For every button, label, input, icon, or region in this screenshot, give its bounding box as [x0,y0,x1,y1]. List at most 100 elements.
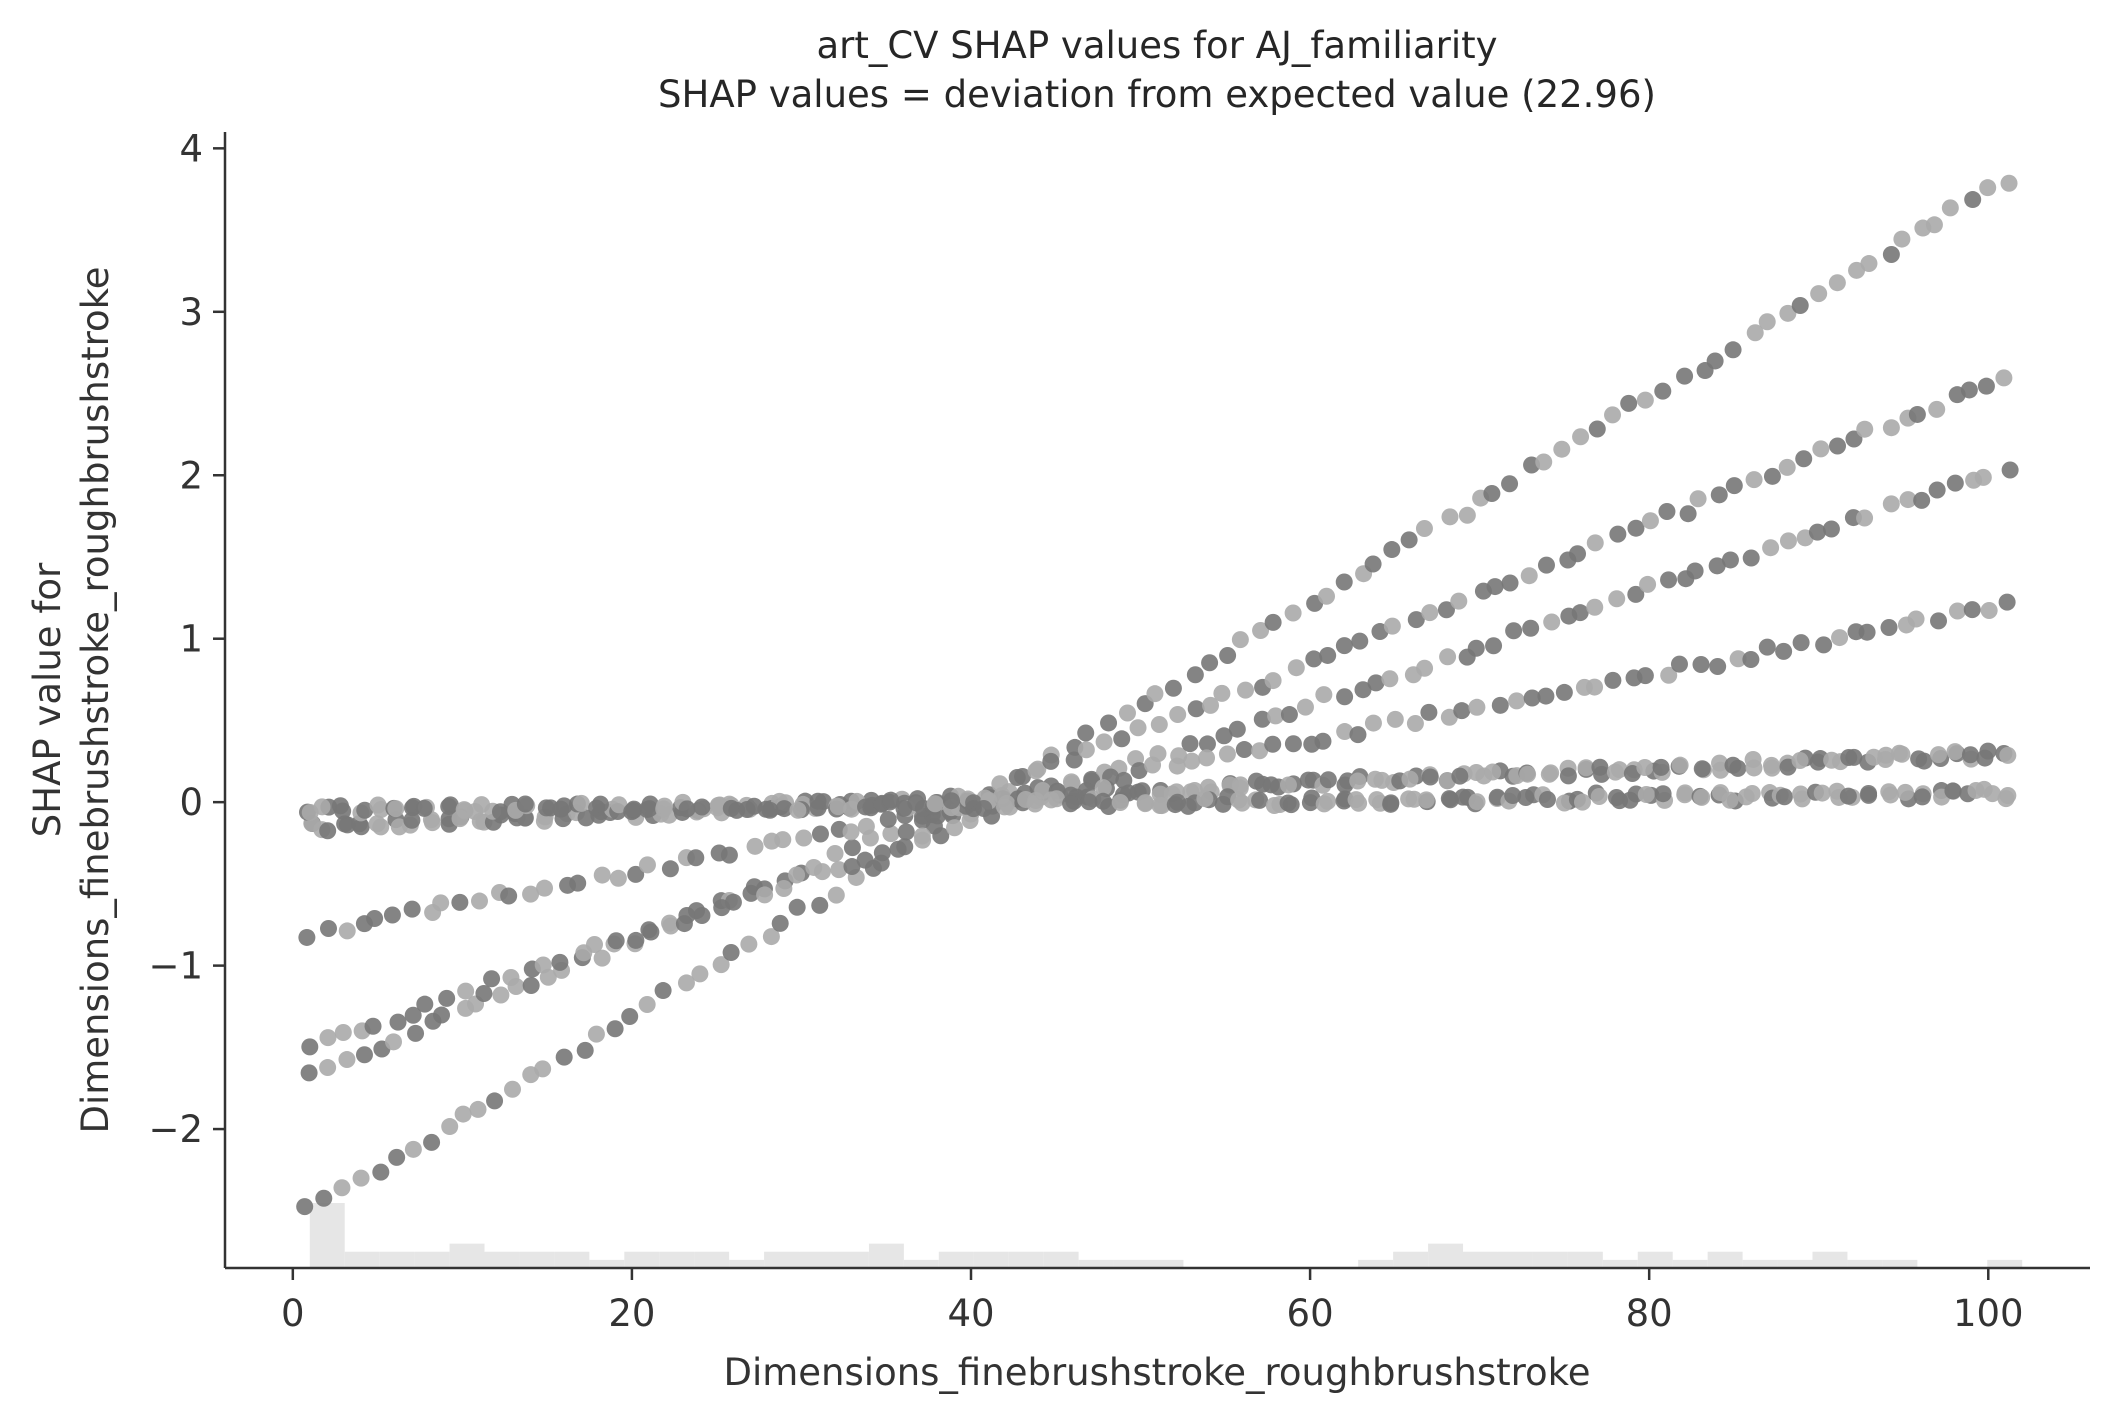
data-point [621,1007,639,1025]
data-point [588,799,606,817]
data-point [1896,783,1914,801]
data-point [1693,788,1711,806]
data-point [1335,637,1353,655]
data-point [896,838,914,856]
data-point [1467,639,1485,657]
data-point [843,839,861,857]
scatter-points [296,174,2019,1216]
data-point [1586,678,1604,696]
data-point [500,887,518,905]
data-point [1179,797,1197,815]
data-point [1441,508,1459,526]
data-point [1910,750,1928,768]
data-point [1762,539,1780,557]
data-point [1453,702,1471,720]
data-point [1778,458,1796,476]
data-point [552,800,570,818]
data-point [1876,750,1894,768]
data-point [1299,771,1317,789]
data-point [383,906,401,924]
data-point [1729,759,1747,777]
histogram-bar [449,1243,485,1268]
data-point [1791,751,1809,769]
data-point [319,1059,337,1077]
data-point [1508,692,1526,710]
data-point [1948,602,1966,620]
data-point [1296,698,1314,716]
data-point [1029,760,1047,778]
data-point [1230,791,1248,809]
data-point [789,801,807,819]
data-point [315,1189,333,1207]
data-point [1779,304,1797,322]
data-point [1407,611,1425,629]
histogram-bar [1008,1251,1044,1268]
data-point [1792,785,1810,803]
data-point [775,800,793,818]
data-point [1636,391,1654,409]
data-point [1779,532,1797,550]
data-point [1763,759,1781,777]
data-point [1848,261,1866,279]
data-point [1026,795,1044,813]
data-point [1235,741,1253,759]
data-point [1555,794,1573,812]
data-point [516,795,534,813]
data-point [1504,786,1522,804]
data-point [1893,230,1911,248]
data-point [1929,746,1947,764]
data-point [1586,598,1604,616]
data-point [587,1025,605,1043]
data-point [1537,687,1555,705]
data-point [1577,759,1595,777]
data-point [1792,634,1810,652]
data-point [475,985,493,1003]
histogram-bar [973,1251,1009,1268]
data-point [1693,760,1711,778]
data-point [606,1020,624,1038]
data-point [1505,622,1523,640]
data-point [1604,671,1622,689]
data-point [1654,382,1672,400]
data-point [1555,683,1573,701]
data-point [486,1092,504,1110]
data-point [1366,770,1384,788]
data-point [740,935,758,953]
data-point [1880,618,1898,636]
data-point [1815,636,1833,654]
data-point [1186,666,1204,684]
histogram-bar [694,1251,730,1268]
data-point [432,894,450,912]
data-point [1284,604,1302,622]
data-point [1406,714,1424,732]
y-tick-label: −1 [148,945,203,988]
histogram-bar [1602,1259,1638,1268]
data-point [1218,745,1236,763]
data-point [301,1038,319,1056]
data-point [1350,794,1368,812]
data-point [1795,450,1813,468]
histogram-bar [868,1243,904,1268]
data-point [1077,741,1095,759]
data-point [1812,440,1830,458]
data-point [1913,491,1931,509]
histogram-bar [1882,1259,1918,1268]
data-point [1100,714,1118,732]
data-point [433,1006,451,1024]
y-tick-label: −2 [148,1108,203,1151]
data-point [1484,763,1502,781]
histogram-bar [379,1251,415,1268]
data-point [1421,768,1439,786]
data-point [1899,491,1917,509]
histogram-bar [1532,1251,1568,1268]
data-point [996,798,1014,816]
data-point [678,800,696,818]
data-point [1573,793,1591,811]
data-point [438,989,456,1007]
data-point [1856,420,1874,438]
data-point [1660,571,1678,589]
data-point [1856,509,1874,527]
data-point [522,976,540,994]
histogram-bar [624,1251,660,1268]
data-point [842,823,860,841]
